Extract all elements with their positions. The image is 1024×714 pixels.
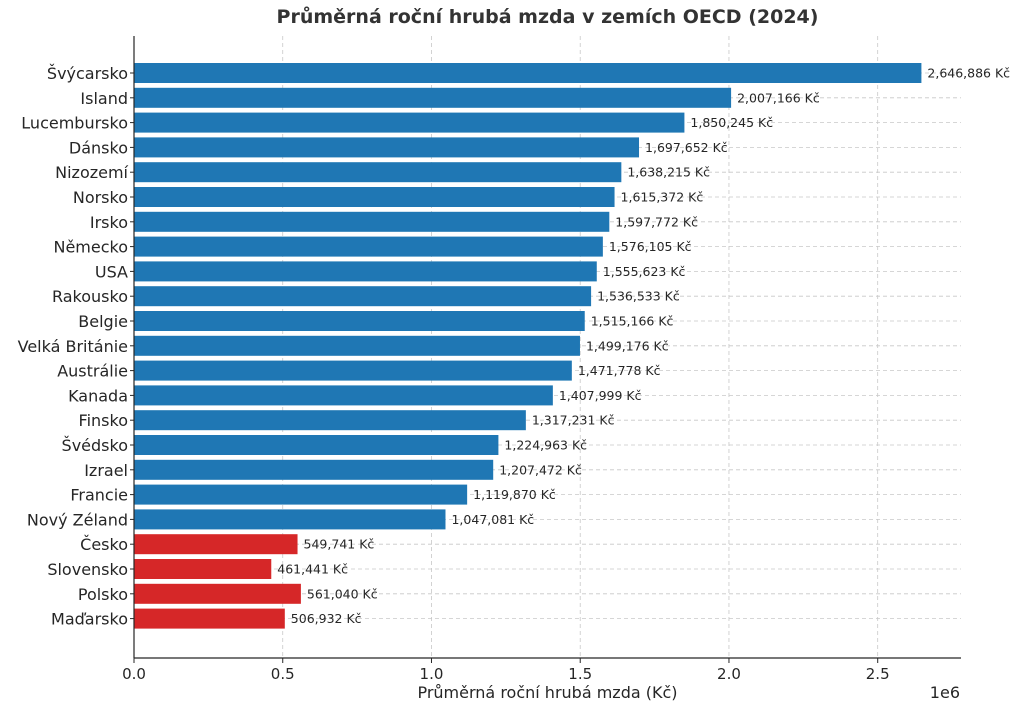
- value-label: 1,499,176 Kč: [586, 338, 669, 353]
- category-label: Rakousko: [52, 287, 128, 306]
- x-tick-label: 2.5: [866, 665, 890, 683]
- category-label: Austrálie: [57, 362, 128, 381]
- category-label: Finsko: [79, 411, 128, 430]
- bar-default: [134, 63, 922, 83]
- value-label: 1,536,533 Kč: [597, 289, 680, 304]
- category-label: Francie: [70, 486, 128, 505]
- category-label: USA: [95, 262, 128, 281]
- value-label: 2,646,886 Kč: [927, 66, 1010, 81]
- category-label: Dánsko: [69, 138, 128, 157]
- category-label: Švýcarsko: [47, 64, 128, 83]
- value-label: 1,615,372 Kč: [621, 190, 704, 205]
- value-label: 506,932 Kč: [291, 611, 362, 626]
- category-label: Nový Zéland: [27, 510, 128, 529]
- value-label: 1,576,105 Kč: [609, 239, 692, 254]
- bar-highlighted: [134, 534, 298, 555]
- category-label: Norsko: [73, 188, 128, 207]
- value-label: 1,207,472 Kč: [499, 462, 582, 477]
- value-label: 1,515,166 Kč: [591, 314, 674, 329]
- value-label: 1,119,870 Kč: [473, 487, 556, 502]
- category-label: Slovensko: [47, 560, 128, 579]
- value-label: 1,597,772 Kč: [615, 214, 698, 229]
- bar-default: [134, 87, 732, 108]
- category-label: Island: [80, 89, 128, 108]
- bar-default: [134, 509, 446, 530]
- bar-default: [134, 261, 597, 282]
- bar-default: [134, 459, 494, 480]
- bar-default: [134, 187, 615, 207]
- bar-default: [134, 112, 685, 133]
- x-axis-label: Průměrná roční hrubá mzda (Kč): [417, 683, 678, 702]
- bar-default: [134, 311, 585, 331]
- x-axis-scale-note: 1e6: [929, 683, 960, 702]
- x-tick-label: 1.0: [420, 665, 444, 683]
- x-tick-label: 1.5: [568, 665, 592, 683]
- bar-default: [134, 236, 603, 257]
- value-label: 549,741 Kč: [304, 537, 375, 552]
- value-label: 1,407,999 Kč: [559, 388, 642, 403]
- category-label: Česko: [80, 535, 128, 554]
- bar-default: [134, 410, 526, 431]
- value-label: 1,555,623 Kč: [603, 264, 686, 279]
- category-label: Nizozemí: [55, 163, 128, 182]
- bar-default: [134, 211, 610, 232]
- bar-default: [134, 335, 580, 356]
- bars: [134, 63, 922, 629]
- category-label: Německo: [53, 238, 128, 257]
- category-label: Polsko: [78, 585, 128, 604]
- value-label: 1,047,081 Kč: [451, 512, 534, 527]
- category-label: Maďarsko: [51, 610, 128, 629]
- bar-default: [134, 435, 499, 455]
- chart-title: Průměrná roční hrubá mzda v zemích OECD …: [276, 6, 819, 28]
- x-tick-label: 0.0: [122, 665, 146, 683]
- value-label: 1,224,963 Kč: [504, 438, 587, 453]
- value-label: 2,007,166 Kč: [737, 90, 820, 105]
- category-label: Švédsko: [62, 436, 128, 455]
- value-label: 561,040 Kč: [307, 586, 378, 601]
- value-label: 1,317,231 Kč: [532, 413, 615, 428]
- bar-default: [134, 137, 640, 158]
- category-label: Irsko: [90, 213, 128, 232]
- bar-default: [134, 162, 622, 183]
- axes: [130, 36, 961, 663]
- category-label: Kanada: [68, 386, 128, 405]
- bar-default: [134, 385, 553, 406]
- value-label: 461,441 Kč: [277, 562, 348, 577]
- bar-highlighted: [134, 608, 285, 629]
- x-tick-label: 2.0: [717, 665, 741, 683]
- x-tick-label: 0.5: [271, 665, 295, 683]
- value-label: 1,471,778 Kč: [578, 363, 661, 378]
- category-labels: Švýcarsko Island Lucembursko Dánsko Nizozemí…: [18, 64, 129, 629]
- category-label: Belgie: [78, 312, 128, 331]
- bar-default: [134, 484, 468, 505]
- category-label: Lucembursko: [21, 114, 128, 133]
- bar-default: [134, 360, 572, 381]
- value-label: 1,697,652 Kč: [645, 140, 728, 155]
- value-label: 1,850,245 Kč: [690, 115, 773, 130]
- bar-highlighted: [134, 583, 301, 604]
- bar-highlighted: [134, 559, 272, 579]
- category-label: Izrael: [84, 461, 128, 480]
- category-label: Velká Británie: [18, 337, 128, 356]
- x-tick-labels: 0.0 0.5 1.0 1.5 2.0 2.5: [122, 665, 890, 683]
- value-label: 1,638,215 Kč: [627, 165, 710, 180]
- value-labels: 2,646,886 Kč 2,007,166 Kč 1,850,245 Kč 1,69…: [277, 66, 1010, 627]
- bar-default: [134, 286, 592, 307]
